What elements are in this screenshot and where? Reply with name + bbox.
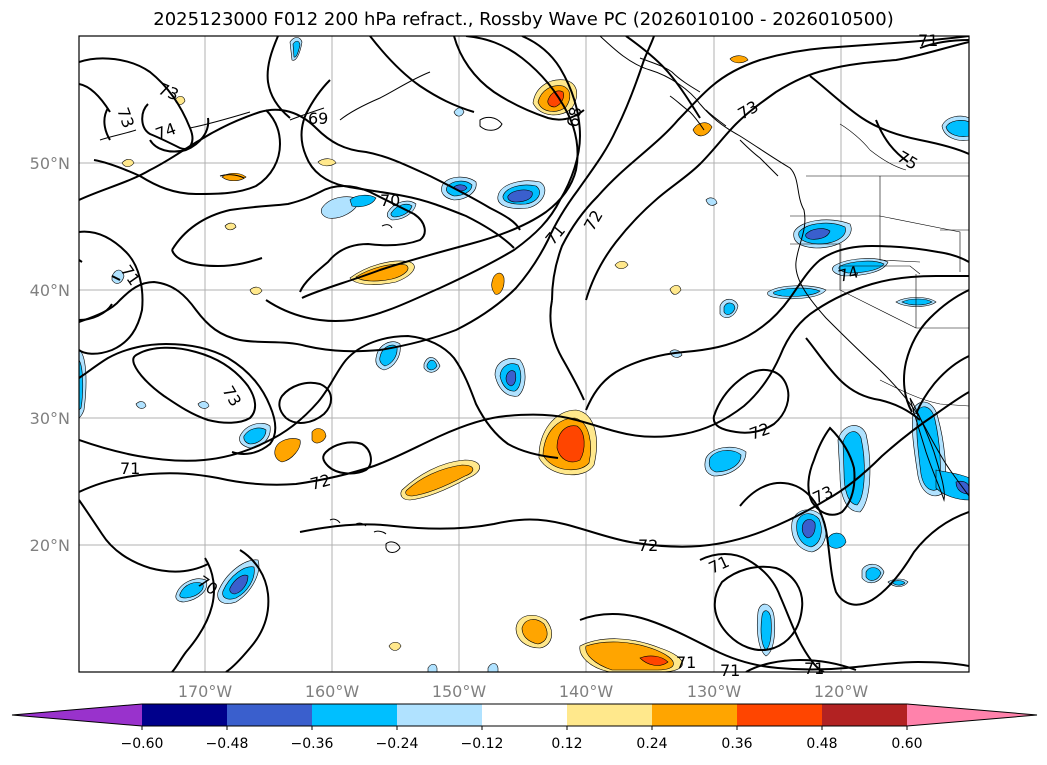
colorbar-tick-label: −0.12: [461, 736, 504, 752]
lon-label: 150°W: [432, 682, 487, 701]
contour-label: 71: [720, 661, 740, 680]
contour-label: 72: [308, 470, 333, 494]
positive-anomaly-shading: [121, 55, 749, 672]
colorbar-segment: [652, 704, 738, 726]
political-boundaries: [790, 123, 969, 407]
lon-label: 120°W: [814, 682, 869, 701]
colorbar-segment: [737, 704, 823, 726]
lat-label: 30°N: [30, 409, 70, 428]
lon-label: 130°W: [687, 682, 742, 701]
lat-label: 50°N: [30, 154, 70, 173]
contour-label: 71: [676, 653, 696, 672]
contour-label: 71: [804, 659, 824, 678]
map-title: 2025123000 F012 200 hPa refract., Rossby…: [153, 9, 894, 30]
colorbar: −0.60 −0.48 −0.36 −0.24 −0.12 0.12 0.24 0.36 0.4…: [11, 703, 1038, 752]
colorbar-tick-label: 0.12: [551, 736, 582, 752]
latitude-labels: 50°N 40°N 30°N 20°N: [30, 154, 70, 555]
colorbar-tick-label: 0.24: [636, 736, 667, 752]
colorbar-segment: [482, 704, 568, 726]
lon-label: 140°W: [559, 682, 614, 701]
lat-label: 40°N: [30, 281, 70, 300]
colorbar-segment: [227, 704, 313, 726]
colorbar-segment: [397, 704, 483, 726]
colorbar-extend-min: [12, 704, 142, 726]
lon-label: 160°W: [305, 682, 360, 701]
coastlines: [99, 36, 969, 553]
colorbar-segment: [312, 704, 398, 726]
negative-anomaly-shading: [79, 37, 969, 672]
colorbar-tick-label: 0.60: [891, 736, 922, 752]
contour-label: 74: [836, 262, 861, 286]
map-background: [79, 36, 969, 672]
contour-label: 68: [563, 105, 585, 128]
map-frame: [78, 35, 970, 673]
colorbar-extend-max: [907, 704, 1037, 726]
contour-label: 69: [308, 109, 328, 128]
contour-label: 71: [120, 459, 140, 478]
contour-label: 70: [380, 191, 400, 210]
colorbar-tick-label: −0.48: [206, 736, 249, 752]
longitude-labels: 170°W 160°W 150°W 140°W 130°W 120°W: [178, 682, 869, 701]
colorbar-tick-label: −0.24: [376, 736, 419, 752]
colorbar-tick-label: −0.60: [121, 736, 164, 752]
contour-label: 71: [918, 31, 938, 50]
colorbar-tick-label: −0.36: [291, 736, 334, 752]
colorbar-segment: [567, 704, 653, 726]
refractivity-contours: [79, 36, 969, 672]
colorbar-segment: [142, 704, 228, 726]
lat-label: 20°N: [30, 536, 70, 555]
colorbar-tick-label: 0.36: [721, 736, 752, 752]
contour-label: 72: [638, 536, 658, 555]
colorbar-segment: [822, 704, 908, 726]
lon-label: 170°W: [178, 682, 233, 701]
colorbar-tick-label: 0.48: [806, 736, 837, 752]
